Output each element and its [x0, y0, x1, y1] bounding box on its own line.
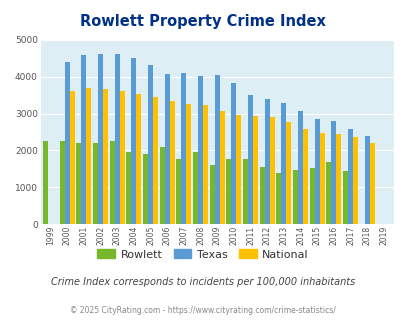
- Text: Rowlett Property Crime Index: Rowlett Property Crime Index: [80, 14, 325, 29]
- Bar: [176, 159, 181, 224]
- Bar: [259, 167, 264, 224]
- Bar: [314, 119, 319, 224]
- Bar: [76, 143, 81, 224]
- Bar: [126, 152, 131, 224]
- Bar: [302, 129, 307, 224]
- Bar: [119, 91, 124, 224]
- Bar: [330, 121, 335, 224]
- Bar: [169, 101, 174, 224]
- Bar: [309, 168, 314, 224]
- Bar: [326, 162, 330, 224]
- Text: Crime Index corresponds to incidents per 100,000 inhabitants: Crime Index corresponds to incidents per…: [51, 277, 354, 287]
- Bar: [236, 115, 241, 224]
- Bar: [276, 173, 281, 224]
- Bar: [347, 129, 352, 224]
- Text: © 2025 CityRating.com - https://www.cityrating.com/crime-statistics/: © 2025 CityRating.com - https://www.city…: [70, 306, 335, 315]
- Bar: [136, 94, 141, 224]
- Bar: [352, 137, 357, 224]
- Bar: [342, 171, 347, 224]
- Bar: [60, 141, 65, 224]
- Legend: Rowlett, Texas, National: Rowlett, Texas, National: [93, 245, 312, 264]
- Bar: [103, 89, 108, 224]
- Bar: [143, 154, 148, 224]
- Bar: [93, 143, 98, 224]
- Bar: [70, 91, 75, 224]
- Bar: [186, 104, 191, 224]
- Bar: [115, 54, 119, 224]
- Bar: [202, 105, 207, 224]
- Bar: [148, 65, 153, 224]
- Bar: [369, 143, 374, 224]
- Bar: [65, 62, 70, 224]
- Bar: [198, 76, 202, 224]
- Bar: [214, 75, 219, 224]
- Bar: [164, 74, 169, 224]
- Bar: [243, 159, 247, 224]
- Bar: [286, 122, 291, 224]
- Bar: [252, 116, 258, 224]
- Bar: [81, 55, 86, 224]
- Bar: [264, 99, 269, 224]
- Bar: [98, 54, 103, 224]
- Bar: [209, 165, 214, 224]
- Bar: [86, 88, 91, 224]
- Bar: [153, 96, 158, 224]
- Bar: [269, 117, 274, 224]
- Bar: [231, 83, 236, 224]
- Bar: [131, 58, 136, 224]
- Bar: [159, 147, 164, 224]
- Bar: [226, 159, 231, 224]
- Bar: [335, 134, 341, 224]
- Bar: [43, 141, 48, 224]
- Bar: [109, 141, 115, 224]
- Bar: [281, 103, 286, 224]
- Bar: [192, 152, 198, 224]
- Bar: [292, 170, 297, 224]
- Bar: [181, 73, 186, 224]
- Bar: [364, 136, 369, 224]
- Bar: [247, 95, 252, 224]
- Bar: [219, 111, 224, 224]
- Bar: [319, 133, 324, 224]
- Bar: [297, 111, 302, 224]
